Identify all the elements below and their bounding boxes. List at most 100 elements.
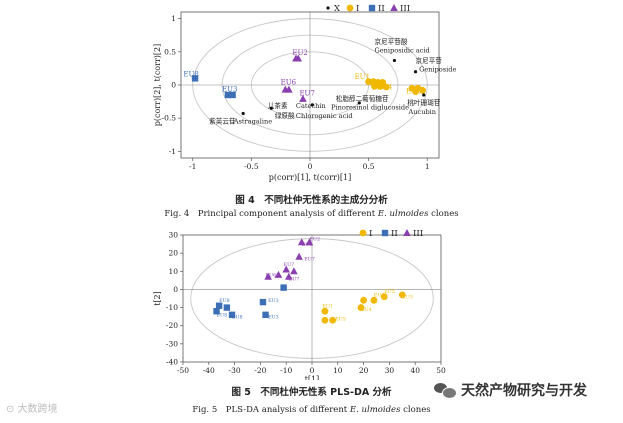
data-point-x	[413, 70, 418, 74]
data-point-ii	[191, 75, 199, 82]
legend-label-i: I	[369, 229, 372, 239]
y-tick-label: 0	[173, 285, 178, 294]
watermark-left: ⊙ 大数跨境	[6, 404, 58, 415]
figure-5-caption-en: Fig. 5 PLS-DA analysis of different E. u…	[192, 405, 431, 415]
legend-label-i: I	[356, 4, 359, 14]
point-label: 京尼平苷酸	[375, 37, 408, 46]
point-label: EU8	[232, 314, 243, 320]
x-tick-label: 20	[359, 366, 369, 375]
data-point-iii	[294, 54, 303, 62]
x-tick-label: 10	[333, 366, 343, 375]
point-label: 绿原酸	[275, 111, 295, 120]
data-point-iii	[282, 265, 290, 273]
data-point-ii	[280, 284, 287, 291]
x-tick-label: 50	[436, 366, 446, 375]
point-label: EU6	[266, 273, 277, 279]
data-point-iii	[290, 267, 298, 275]
data-point-x	[357, 101, 361, 105]
data-point-x	[269, 106, 273, 110]
pca-chart: -1 -0.5 0 0.5 1 -1 -0.5 0 0.5 1 p(corr)[1], t(corr…	[153, 4, 456, 182]
point-label: EU6	[281, 78, 297, 86]
data-point-ii	[228, 311, 236, 319]
data-point-iii	[295, 252, 303, 260]
x-tick-label: -10	[280, 366, 292, 375]
point-label: EU1	[355, 73, 370, 81]
wechat-icon	[434, 382, 457, 399]
point-label: Catechin	[296, 102, 327, 110]
point-label: 京尼平苷	[416, 56, 443, 65]
x-tick-label: -40	[203, 366, 215, 375]
legend-marker-iii	[403, 229, 411, 236]
data-point-iii	[305, 238, 314, 246]
point-label: EU7	[284, 262, 295, 268]
figure-5: -50 -40 -30 -20 -10 0 10 20 30 40 50 -40 -30 -20 -10 0 1…	[0, 222, 623, 423]
x-tick-label: -30	[229, 366, 241, 375]
legend-marker-x	[326, 6, 330, 10]
legend-marker-iii	[390, 4, 398, 11]
figure-4: -1 -0.5 0 0.5 1 -1 -0.5 0 0.5 1 p(corr)[1], t(corr…	[153, 4, 459, 219]
pls-da-chart: -50 -40 -30 -20 -10 0 10 20 30 40 50-40-30-20-1001…	[153, 229, 446, 384]
point-label: EU8	[217, 313, 228, 319]
legend-label-ii: II	[391, 229, 398, 239]
point-label: EU3	[268, 298, 279, 304]
point-label: EU3	[402, 295, 413, 301]
legend-label-iii: III	[413, 229, 423, 239]
data-point-ii	[215, 302, 223, 309]
point-label: EU6	[302, 242, 313, 248]
data-point-i	[398, 291, 406, 299]
data-point-iii	[285, 85, 293, 93]
y-tick-label: 1	[171, 14, 176, 23]
watermark-right-text: 天然产物研究与开发	[461, 383, 587, 399]
x-tick-label: -0.5	[244, 162, 259, 171]
y-tick-label: 30	[168, 231, 178, 240]
data-point-i	[412, 88, 419, 96]
data-point-ii	[229, 91, 236, 99]
point-label: EU2	[292, 49, 307, 57]
y-tick-label: 0.5	[164, 47, 176, 56]
point-label: 儿茶素	[268, 101, 288, 110]
data-point-x	[241, 111, 245, 116]
data-point-ii	[259, 298, 267, 306]
x-tick-label: 0.5	[363, 162, 375, 171]
data-point-i	[370, 296, 378, 304]
legend-marker-i	[359, 229, 367, 237]
point-label: EU8	[183, 70, 198, 78]
point-label: EU3	[406, 88, 421, 96]
data-point-ii	[224, 91, 232, 99]
data-point-i	[365, 78, 373, 86]
y-tick-label: -0.5	[162, 114, 177, 123]
y-tick-label: -10	[166, 303, 178, 312]
figure-5-caption-cn: 图 5 不同杜仲无性系 PLS-DA 分析	[231, 387, 392, 398]
x-axis-label: p(corr)[1], t(corr)[1]	[269, 173, 351, 182]
y-tick-label: -1	[169, 147, 176, 156]
x-tick-label: -1	[189, 162, 196, 171]
x-tick-label: 1	[425, 162, 430, 171]
point-label: EU2	[309, 236, 320, 242]
data-point-i	[329, 316, 337, 324]
point-label: EU3	[268, 314, 279, 320]
point-label: 桃叶珊瑚苷	[407, 98, 440, 107]
point-label: EU7	[304, 256, 315, 262]
x-tick-label: -50	[177, 366, 189, 375]
y-axis-label: t[2]	[153, 291, 162, 306]
x-tick-label: -20	[254, 366, 266, 375]
data-point-i	[419, 86, 426, 94]
data-point-x	[392, 58, 397, 63]
data-point-iii	[264, 272, 272, 280]
data-point-i	[321, 307, 329, 315]
legend-marker-ii	[381, 229, 389, 237]
data-point-i	[360, 296, 367, 304]
data-point-i	[321, 316, 329, 324]
legend-marker-i	[346, 4, 354, 12]
data-point-x	[422, 93, 426, 97]
legend-label-x: X	[334, 4, 341, 14]
point-label: EU5	[384, 289, 395, 295]
data-point-iii	[284, 272, 293, 280]
legend-marker-ii	[368, 4, 376, 12]
y-axis-label: p(corr)[2], t(corr)[2]	[153, 44, 162, 126]
point-label: Chlorogenic acid	[296, 112, 353, 120]
data-point-i	[376, 82, 384, 90]
x-tick-label: 30	[385, 366, 395, 375]
point-label: EU7	[289, 276, 300, 282]
point-label: Aucubin	[408, 108, 437, 116]
